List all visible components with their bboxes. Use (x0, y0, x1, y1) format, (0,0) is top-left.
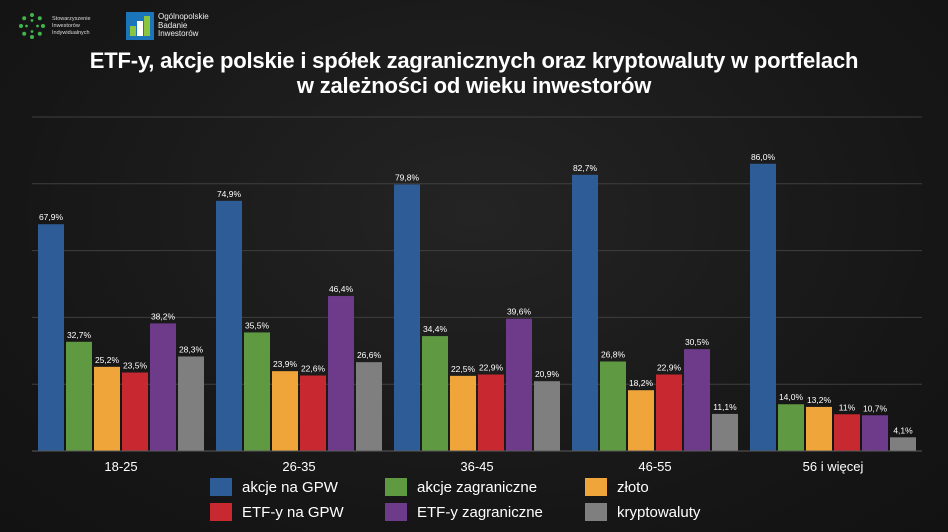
data-label: 13,2% (807, 395, 832, 405)
legend-label: ETF-y na GPW (242, 503, 344, 521)
bar-3-1 (94, 366, 120, 451)
data-label: 39,6% (507, 307, 532, 317)
sii-logo: Stowarzyszenie Inwestorów Indywidualnych (18, 12, 116, 40)
sii-logo-text: Stowarzyszenie Inwestorów Indywidualnych (52, 15, 91, 36)
data-label: 30,5% (685, 337, 710, 347)
obi-logo: Ogólnopolskie Badanie Inwestorów (126, 12, 228, 40)
bar-5-4 (684, 349, 710, 451)
bar-5-2 (328, 296, 354, 451)
legend-swatch (385, 478, 407, 496)
bar-3-2 (272, 371, 298, 451)
obi-logo-text: Ogólnopolskie Badanie Inwestorów (158, 12, 209, 39)
data-label: 11% (839, 402, 856, 412)
legend-label: złoto (617, 478, 649, 496)
x-tick-label: 46-55 (638, 459, 671, 474)
data-label: 23,9% (273, 359, 298, 369)
bar-2-3 (422, 336, 448, 451)
data-label: 26,8% (601, 349, 626, 359)
bar-4-2 (300, 375, 326, 451)
legend-label: ETF-y zagraniczne (417, 503, 543, 521)
data-label: 25,2% (95, 355, 120, 365)
data-label: 4,1% (893, 425, 913, 435)
data-label: 10,7% (863, 403, 888, 413)
data-label: 38,2% (151, 311, 176, 321)
bar-1-2 (216, 200, 242, 451)
bar-1-4 (572, 174, 598, 452)
bar-5-1 (150, 323, 176, 451)
data-label: 22,5% (451, 364, 476, 374)
data-label: 11,1% (713, 402, 737, 412)
data-label: 79,8% (395, 172, 420, 182)
bar-4-1 (122, 372, 148, 451)
data-label: 22,9% (657, 363, 682, 373)
data-label: 14,0% (779, 392, 804, 402)
legend-item: złoto (585, 478, 649, 496)
legend-swatch (210, 503, 232, 521)
bar-6-5 (890, 437, 916, 451)
legend-item: ETF-y zagraniczne (385, 503, 543, 521)
legend-swatch (585, 478, 607, 496)
sii-dots-icon (19, 13, 45, 39)
data-label: 18,2% (629, 378, 654, 388)
data-label: 28,3% (179, 344, 204, 354)
bar-3-5 (806, 406, 832, 451)
legend-item: akcje zagraniczne (385, 478, 537, 496)
bar-2-4 (600, 361, 626, 451)
bar-6-3 (534, 381, 560, 451)
data-label: 46,4% (329, 284, 354, 294)
data-label: 67,9% (39, 212, 64, 222)
legend-item: kryptowaluty (585, 503, 700, 521)
data-label: 86,0% (751, 152, 776, 162)
chart-title-line-1: ETF-y, akcje polskie i spółek zagraniczn… (89, 48, 859, 73)
legend-label: kryptowaluty (617, 503, 701, 521)
bar-6-2 (356, 362, 382, 451)
bar-3-3 (450, 375, 476, 451)
legend-swatch (210, 478, 232, 496)
data-label: 82,7% (573, 163, 598, 173)
bar-4-4 (656, 374, 682, 451)
bar-6-1 (178, 356, 204, 451)
data-label: 26,6% (357, 350, 382, 360)
data-label: 32,7% (67, 330, 92, 340)
bar-1-3 (394, 184, 420, 451)
legend-label: akcje zagraniczne (417, 478, 538, 496)
data-label: 20,9% (535, 369, 560, 379)
bar-4-3 (478, 374, 504, 451)
bar-2-5 (778, 404, 804, 451)
logos: Stowarzyszenie Inwestorów Indywidualnych… (18, 6, 228, 46)
bar-6-4 (712, 413, 738, 451)
bar-5-3 (506, 318, 532, 451)
data-label: 34,4% (423, 324, 448, 334)
bar-2-2 (244, 332, 270, 451)
bar-1-1 (38, 224, 64, 451)
x-tick-label: 18-25 (104, 459, 137, 474)
obi-mark-icon (126, 12, 154, 40)
data-label: 23,5% (123, 361, 148, 371)
data-label: 35,5% (245, 320, 270, 330)
bar-4-5 (834, 414, 860, 451)
chart-title: ETF-y, akcje polskie i spółek zagraniczn… (0, 48, 948, 98)
bar-2-1 (66, 341, 92, 451)
legend-item: ETF-y na GPW (210, 503, 344, 521)
x-tick-label: 36-45 (460, 459, 493, 474)
legend-swatch (385, 503, 407, 521)
data-label: 22,6% (301, 364, 326, 374)
bar-5-5 (862, 415, 888, 451)
bar-1-5 (750, 163, 776, 451)
legend-item: akcje na GPW (210, 478, 338, 496)
chart-title-line-2: w zależności od wieku inwestorów (296, 73, 652, 98)
x-tick-label: 26-35 (282, 459, 315, 474)
data-label: 22,9% (479, 363, 504, 373)
legend-swatch (585, 503, 607, 521)
bar-3-4 (628, 390, 654, 451)
data-label: 74,9% (217, 189, 242, 199)
x-tick-label: 56 i więcej (803, 459, 864, 474)
legend-label: akcje na GPW (242, 478, 338, 496)
